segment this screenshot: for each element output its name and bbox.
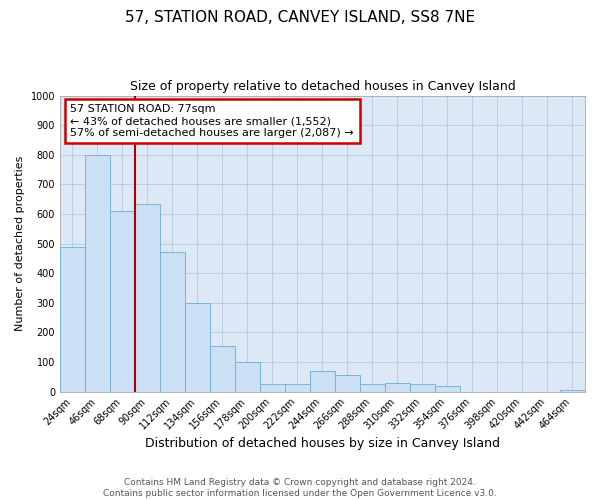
Title: Size of property relative to detached houses in Canvey Island: Size of property relative to detached ho…	[130, 80, 515, 93]
Bar	[260, 384, 285, 392]
Bar	[60, 246, 85, 392]
Bar	[185, 303, 210, 392]
Bar	[135, 204, 160, 392]
Bar	[560, 390, 585, 392]
Bar	[160, 252, 185, 392]
Bar	[110, 211, 135, 392]
Bar	[335, 376, 360, 392]
Bar	[410, 384, 435, 392]
Bar	[310, 371, 335, 392]
Bar	[360, 384, 385, 392]
Bar	[285, 384, 310, 392]
Bar	[210, 346, 235, 392]
Text: 57, STATION ROAD, CANVEY ISLAND, SS8 7NE: 57, STATION ROAD, CANVEY ISLAND, SS8 7NE	[125, 10, 475, 25]
X-axis label: Distribution of detached houses by size in Canvey Island: Distribution of detached houses by size …	[145, 437, 500, 450]
Bar	[235, 362, 260, 392]
Bar	[435, 386, 460, 392]
Bar	[85, 155, 110, 392]
Text: 57 STATION ROAD: 77sqm
← 43% of detached houses are smaller (1,552)
57% of semi-: 57 STATION ROAD: 77sqm ← 43% of detached…	[70, 104, 354, 138]
Text: Contains HM Land Registry data © Crown copyright and database right 2024.
Contai: Contains HM Land Registry data © Crown c…	[103, 478, 497, 498]
Y-axis label: Number of detached properties: Number of detached properties	[15, 156, 25, 332]
Bar	[385, 382, 410, 392]
